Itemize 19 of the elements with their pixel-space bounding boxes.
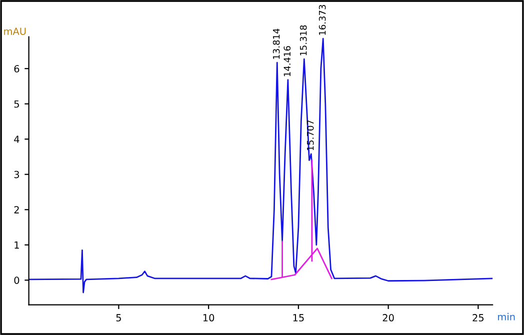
x-tick-label: 15	[293, 314, 304, 322]
x-tick-label: 25	[472, 314, 484, 322]
y-tick-label: 1	[14, 242, 19, 249]
y-tick-label: 0	[14, 276, 20, 284]
annotation: 16.373	[318, 4, 326, 35]
x-axis-title: min	[498, 312, 515, 320]
annotation: 15.707	[306, 120, 314, 150]
y-tick-label: 2	[14, 206, 19, 214]
x-tick-label: 5	[116, 314, 121, 322]
annotation: 15.318	[300, 25, 307, 56]
y-tick-label: 3	[14, 170, 20, 178]
y-tick-label: 4	[14, 136, 20, 143]
y-tick-label: 6	[14, 65, 20, 72]
annotation: 13.814	[272, 28, 280, 59]
y-tick-label: 5	[14, 100, 19, 108]
annotation: 14.416	[284, 46, 291, 76]
y-axis-title: mAU	[4, 28, 26, 35]
x-tick-label: 20	[382, 314, 394, 322]
x-tick-label: 10	[203, 314, 214, 322]
